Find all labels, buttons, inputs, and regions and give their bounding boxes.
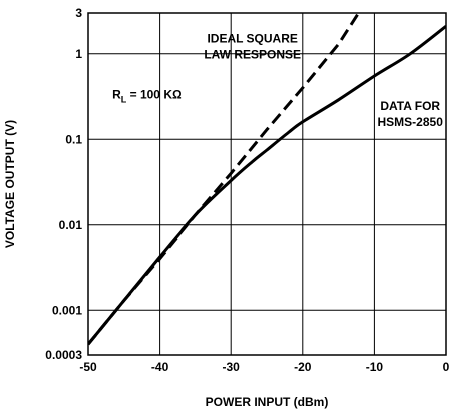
y-tick-label: 0.0003 — [45, 348, 82, 362]
annotation-rl-sub: L — [121, 95, 127, 105]
series-measured-data-line — [88, 25, 446, 346]
series-layer — [88, 13, 446, 346]
annotation-data-line-1: DATA FOR — [380, 99, 440, 113]
y-tick-label: 0.1 — [65, 132, 82, 146]
x-tick-labels: -50 -40 -30 -20 -10 0 — [79, 360, 449, 374]
annotation-rl-main: R — [112, 88, 121, 102]
y-tick-label: 3 — [75, 6, 82, 20]
annotation-ideal-line-1: IDEAL SQUARE — [207, 31, 297, 45]
annotation-load-resistance: RL = 100 KΩ — [112, 88, 182, 105]
y-axis-label: VOLTAGE OUTPUT (V) — [3, 120, 17, 248]
plot-frame — [87, 12, 447, 356]
y-tick-label: 0.001 — [52, 303, 82, 317]
y-tick-label: 0.01 — [59, 218, 83, 232]
x-tick-label: -20 — [294, 360, 312, 374]
x-tick-label: -10 — [366, 360, 384, 374]
annotation-data-line-2: HSMS-2850 — [378, 115, 444, 129]
y-tick-labels: 0.0003 0.001 0.01 0.1 1 3 — [45, 6, 82, 362]
x-tick-label: -50 — [79, 360, 97, 374]
x-tick-label: -40 — [151, 360, 169, 374]
grid — [88, 13, 446, 355]
y-tick-label: 1 — [75, 47, 82, 61]
annotation-rl-rest: = 100 KΩ — [126, 88, 182, 102]
x-axis-label: POWER INPUT (dBm) — [206, 395, 329, 409]
x-tick-label: -30 — [223, 360, 241, 374]
x-tick-label: 0 — [443, 360, 450, 374]
annotation-ideal-line-2: LAW RESPONSE — [204, 47, 301, 61]
